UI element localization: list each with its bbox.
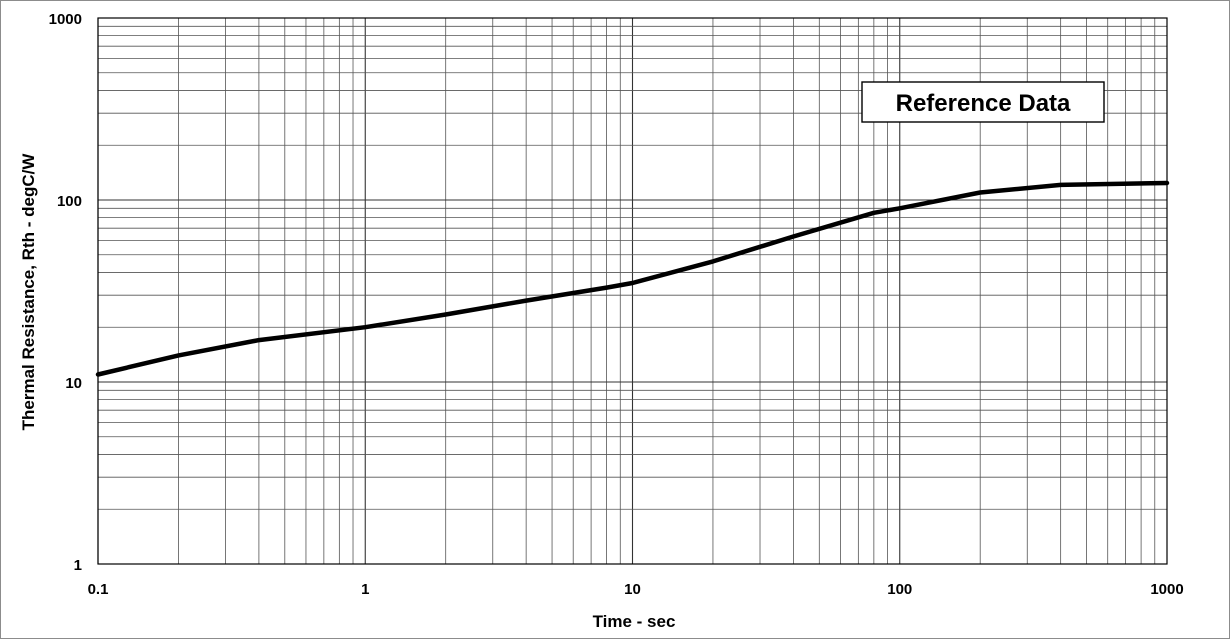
annotation-box [861, 81, 1105, 123]
x-axis-title: Time - sec [593, 612, 676, 631]
x-tick-label: 0.1 [88, 581, 109, 598]
x-tick-label: 1 [361, 581, 369, 598]
x-axis-ticks: 0.1 1 10 100 1000 [88, 581, 1184, 598]
annotation-text: Reference Data [896, 90, 1071, 117]
x-tick-label: 1000 [1150, 581, 1183, 598]
x-tick-label: 100 [887, 581, 912, 598]
y-tick-label: 1 [74, 557, 82, 574]
plot-area [97, 17, 1168, 565]
y-axis-ticks: 1 10 100 1000 [49, 11, 82, 574]
reference-data-annotation: Reference Data [861, 81, 1105, 123]
series-line [95, 180, 1170, 377]
y-tick-label: 10 [65, 375, 82, 392]
series-layer [95, 180, 1170, 377]
y-tick-label: 100 [57, 193, 82, 210]
x-tick-label: 10 [624, 581, 641, 598]
y-tick-label: 1000 [49, 11, 82, 28]
y-axis-title: Thermal Resistance, Rth - degC/W [19, 153, 38, 431]
